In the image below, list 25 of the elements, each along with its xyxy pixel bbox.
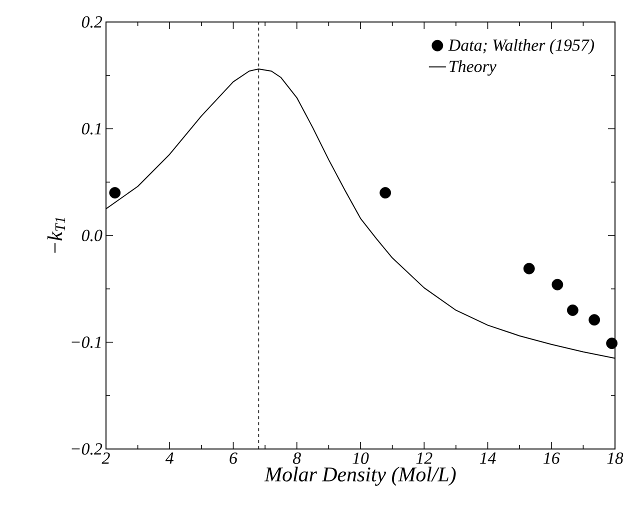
- x-tick-label: 16: [544, 452, 560, 464]
- x-tick-label: 12: [416, 452, 432, 464]
- x-tick-label: 4: [165, 452, 174, 464]
- legend-label: Data; Walther (1957): [448, 38, 594, 54]
- point: [588, 314, 600, 326]
- x-axis-title: Molar Density (Mol/L): [264, 466, 456, 486]
- x-tick-label: 2: [102, 452, 110, 464]
- x-tick-label: 18: [607, 452, 623, 464]
- point: [606, 338, 618, 350]
- x-tick-label: 8: [293, 452, 301, 464]
- x-tick-label: 6: [230, 452, 238, 464]
- y-tick-label: 0.2: [82, 16, 102, 28]
- y-tick-label: −0.2: [72, 443, 102, 455]
- y-tick-label: 0.0: [82, 230, 102, 242]
- y-tick-label: 0.1: [82, 122, 101, 134]
- legend-label: Theory: [450, 60, 496, 76]
- y-tick-label: −0.1: [72, 336, 101, 348]
- x-tick-label: 10: [352, 452, 369, 464]
- point: [566, 304, 578, 316]
- x-tick-label: 14: [480, 452, 496, 464]
- point: [552, 278, 564, 290]
- y-axis-title: −k$_{T1}$: [47, 218, 66, 253]
- point: [109, 187, 121, 198]
- point: [380, 187, 392, 198]
- point: [523, 262, 535, 274]
